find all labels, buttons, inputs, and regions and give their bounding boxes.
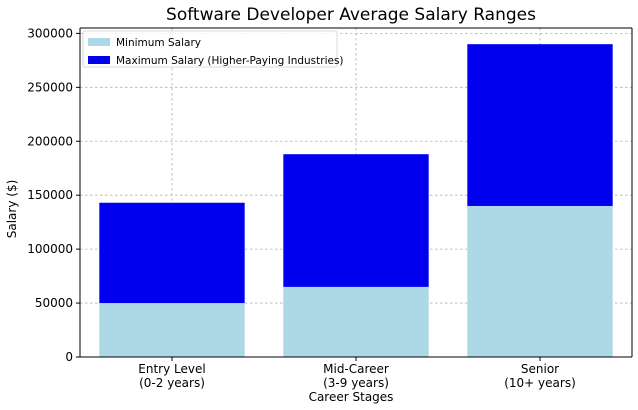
y-tick-label-5: 250000 [27,80,73,94]
bar-series1-cat0 [99,202,245,304]
y-axis-label: Salary ($) [5,180,19,239]
bar-series1-cat1 [283,154,429,287]
bars [99,44,613,357]
legend-swatch-1 [88,56,110,64]
x-axis-label: Career Stages [309,390,394,404]
x-tick-label-2: Senior (10+ years) [504,362,576,390]
x-tick-label-0-line-0: Entry Level [138,362,205,376]
y-tick-label-6: 300000 [27,26,73,40]
y-tick-label-1: 50000 [35,296,73,310]
y-tick-label-0: 0 [65,350,73,364]
legend: Minimum Salary Maximum Salary (Higher-Pay… [82,30,344,68]
y-tick-label-2: 100000 [27,242,73,256]
x-tick-label-2-line-0: Senior [521,362,559,376]
y-ticks: 0 50000 100000 150000 200000 250000 300000 [27,26,80,364]
bar-series0-cat1 [283,286,429,357]
chart-title: Software Developer Average Salary Ranges [166,5,536,25]
legend-label-0: Minimum Salary [116,37,201,49]
x-tick-label-0: Entry Level (0-2 years) [138,362,205,390]
x-tick-label-2-line-1: (10+ years) [504,376,576,390]
legend-label-1: Maximum Salary (Higher-Paying Industries… [116,55,344,67]
bar-series0-cat2 [467,205,613,357]
x-tick-label-1-line-0: Mid-Career [323,362,389,376]
legend-swatch-0 [88,38,110,46]
x-tick-label-1: Mid-Career (3-9 years) [323,362,389,390]
legend-box [82,30,338,68]
x-tick-label-0-line-1: (0-2 years) [139,376,205,390]
y-tick-label-4: 200000 [27,134,73,148]
x-ticks: Entry Level (0-2 years) Mid-Career (3-9 yea… [138,357,576,390]
bar-series0-cat0 [99,303,245,357]
y-tick-label-3: 150000 [27,188,73,202]
x-tick-label-1-line-1: (3-9 years) [323,376,389,390]
bar-series1-cat2 [467,44,613,206]
